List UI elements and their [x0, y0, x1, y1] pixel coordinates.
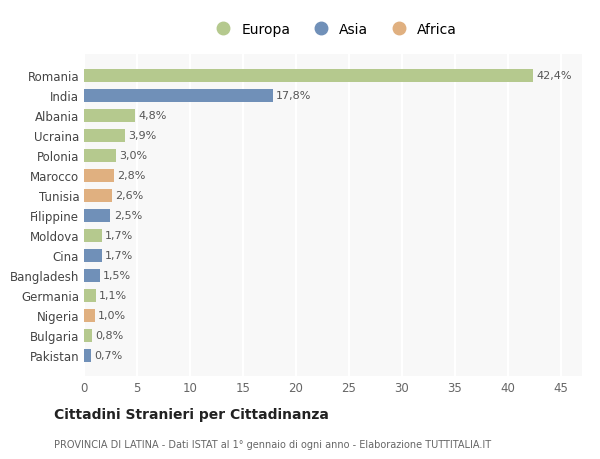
Text: 3,9%: 3,9%: [128, 131, 157, 141]
Bar: [84, 229, 102, 242]
Bar: [84, 129, 125, 142]
Bar: [84, 110, 135, 123]
Text: 2,6%: 2,6%: [115, 191, 143, 201]
Bar: [84, 309, 95, 322]
Text: PROVINCIA DI LATINA - Dati ISTAT al 1° gennaio di ogni anno - Elaborazione TUTTI: PROVINCIA DI LATINA - Dati ISTAT al 1° g…: [54, 440, 491, 449]
Text: 17,8%: 17,8%: [276, 91, 311, 101]
Text: 3,0%: 3,0%: [119, 151, 147, 161]
Bar: [84, 289, 95, 302]
Bar: [84, 150, 116, 162]
Text: Cittadini Stranieri per Cittadinanza: Cittadini Stranieri per Cittadinanza: [54, 407, 329, 421]
Bar: [84, 70, 533, 83]
Text: 0,7%: 0,7%: [95, 350, 123, 360]
Bar: [84, 329, 92, 342]
Text: 1,5%: 1,5%: [103, 270, 131, 280]
Bar: [84, 90, 272, 102]
Text: 0,8%: 0,8%: [95, 330, 124, 340]
Bar: [84, 269, 100, 282]
Text: 2,8%: 2,8%: [117, 171, 145, 181]
Text: 1,7%: 1,7%: [105, 251, 133, 261]
Bar: [84, 349, 91, 362]
Text: 1,0%: 1,0%: [98, 310, 126, 320]
Bar: [84, 169, 113, 182]
Text: 4,8%: 4,8%: [138, 111, 166, 121]
Text: 42,4%: 42,4%: [536, 71, 572, 81]
Bar: [84, 209, 110, 222]
Legend: Europa, Asia, Africa: Europa, Asia, Africa: [204, 17, 462, 42]
Text: 2,5%: 2,5%: [113, 211, 142, 221]
Text: 1,7%: 1,7%: [105, 231, 133, 241]
Bar: [84, 249, 102, 262]
Bar: [84, 189, 112, 202]
Text: 1,1%: 1,1%: [99, 291, 127, 301]
